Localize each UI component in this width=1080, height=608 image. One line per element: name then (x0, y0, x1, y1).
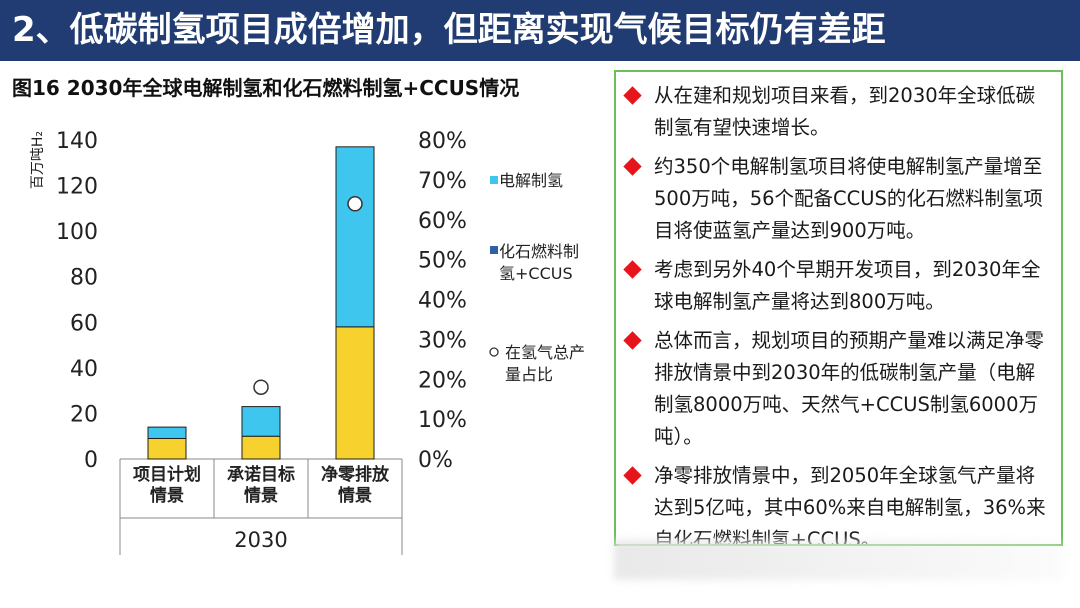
y-right-tick-label: 40% (418, 289, 467, 314)
red-diamond-icon (623, 157, 642, 176)
legend-swatch-fossil-ccus (490, 246, 498, 254)
red-diamond-icon (623, 260, 642, 279)
bullet-text: 从在建和规划项目来看，到2030年全球低碳制氢有望快速增长。 (654, 84, 1036, 139)
bullet-item: 总体而言，规划项目的预期产量难以满足净零排放情景中到2030年的低碳制氢产量（电… (623, 325, 1051, 453)
bar-segment (335, 146, 375, 328)
y-left-tick-label: 120 (56, 175, 98, 200)
legend-label: 氢+CCUS (499, 264, 573, 283)
y-left-tick-label: 140 (56, 129, 98, 154)
y-left-tick-label: 100 (56, 220, 98, 245)
side-panel: 从在建和规划项目来看，到2030年全球低碳制氢有望快速增长。 约350个电解制氢… (614, 70, 1063, 546)
bullet-text: 约350个电解制氢项目将使电解制氢产量增至500万吨，56个配备CCUS的化石燃… (654, 155, 1043, 242)
y-right-tick-label: 80% (418, 129, 467, 154)
red-diamond-icon (623, 331, 642, 350)
y-axis-label: 百万吨H₂ (30, 131, 46, 189)
bar-segment (241, 435, 281, 460)
share-point (347, 196, 363, 212)
bar-segment (147, 437, 187, 460)
page-title: 2、低碳制氢项目成倍增加，但距离实现气候目标仍有差距 (12, 10, 886, 50)
y-left-tick-label: 60 (70, 311, 98, 336)
legend-point-symbol (489, 347, 499, 357)
chart: 0 20 40 60 80 100 120 140 0% 10% 20% 30% 40% 50% 60% 70… (30, 129, 585, 555)
x-tick-label: 情景 (150, 485, 184, 506)
y-right-tick-label: 0% (418, 448, 453, 473)
red-diamond-icon (623, 466, 642, 485)
header-bar: 2、低碳制氢项目成倍增加，但距离实现气候目标仍有差距 (0, 0, 1080, 61)
legend-label: 电解制氢 (499, 171, 563, 190)
x-tick-label: 情景 (338, 485, 372, 506)
x-tick-label: 情景 (244, 485, 278, 506)
y-left-tick-label: 0 (84, 448, 98, 473)
legend-label: 量占比 (505, 365, 553, 384)
bullet-item: 净零排放情景中，到2050年全球氢气产量将达到5亿吨，其中60%来自电解制氢，3… (623, 460, 1051, 546)
x-tick-label: 项目计划 (133, 464, 201, 485)
x-group-label: 2030 (234, 528, 287, 552)
y-right-tick-label: 50% (418, 249, 467, 274)
blurred-watermark (614, 540, 1063, 580)
legend-label: 在氢气总产 (505, 343, 585, 362)
x-tick-label: 净零排放 (321, 464, 390, 485)
bar-segment (335, 326, 375, 460)
chart-title: 图16 2030年全球电解制氢和化石燃料制氢+CCUS情况 (12, 76, 520, 100)
bullet-text: 考虑到另外40个早期开发项目，到2030年全球电解制氢产量将达到800万吨。 (654, 258, 1041, 313)
bullet-text: 总体而言，规划项目的预期产量难以满足净零排放情景中到2030年的低碳制氢产量（电… (654, 329, 1045, 448)
bullet-item: 从在建和规划项目来看，到2030年全球低碳制氢有望快速增长。 (623, 80, 1051, 144)
legend-label: 化石燃料制 (499, 242, 579, 261)
bar-segment (147, 426, 187, 439)
bullet-item: 考虑到另外40个早期开发项目，到2030年全球电解制氢产量将达到800万吨。 (623, 254, 1051, 318)
legend-swatch-electrolysis (490, 176, 498, 184)
y-left-tick-label: 40 (70, 357, 98, 382)
bar-segment (241, 406, 281, 437)
y-right-tick-label: 30% (418, 328, 467, 353)
x-tick-label: 承诺目标 (227, 464, 295, 485)
y-right-tick-label: 10% (418, 408, 467, 433)
y-right-tick-label: 20% (418, 368, 467, 393)
red-diamond-icon (623, 86, 642, 105)
y-right-tick-label: 70% (418, 169, 467, 194)
bullet-text: 净零排放情景中，到2050年全球氢气产量将达到5亿吨，其中60%来自电解制氢，3… (654, 464, 1046, 546)
y-left-tick-label: 20 (70, 402, 98, 427)
bullet-item: 约350个电解制氢项目将使电解制氢产量增至500万吨，56个配备CCUS的化石燃… (623, 151, 1051, 247)
y-left-tick-label: 80 (70, 266, 98, 291)
y-right-tick-label: 60% (418, 209, 467, 234)
share-point (253, 379, 269, 395)
